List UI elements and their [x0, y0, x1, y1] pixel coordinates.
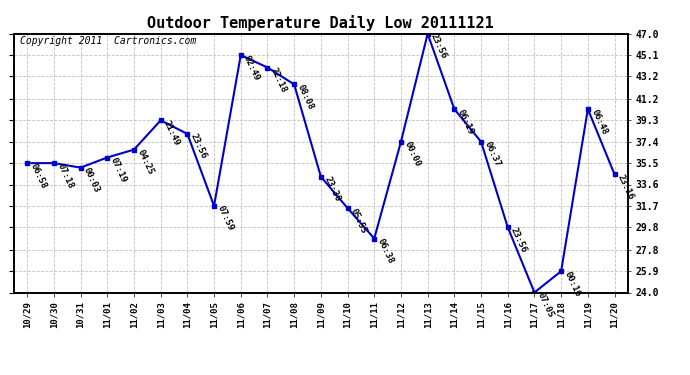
Text: 07:18: 07:18 — [55, 162, 75, 190]
Text: 06:19: 06:19 — [455, 108, 475, 136]
Text: 23:56: 23:56 — [429, 32, 448, 60]
Text: 00:03: 00:03 — [82, 166, 101, 194]
Text: 07:05: 07:05 — [536, 291, 555, 319]
Text: 23:56: 23:56 — [189, 132, 208, 160]
Text: Copyright 2011  Cartronics.com: Copyright 2011 Cartronics.com — [20, 36, 196, 46]
Title: Outdoor Temperature Daily Low 20111121: Outdoor Temperature Daily Low 20111121 — [148, 15, 494, 31]
Text: 06:58: 06:58 — [28, 162, 48, 190]
Text: 00:16: 00:16 — [562, 270, 582, 298]
Text: 06:38: 06:38 — [375, 237, 395, 265]
Text: 23:16: 23:16 — [616, 173, 635, 201]
Text: 04:25: 04:25 — [135, 148, 155, 176]
Text: 06:48: 06:48 — [589, 108, 609, 136]
Text: 00:00: 00:00 — [402, 140, 422, 168]
Text: 07:19: 07:19 — [108, 156, 128, 184]
Text: 02:49: 02:49 — [242, 54, 262, 82]
Text: 22:18: 22:18 — [269, 66, 288, 94]
Text: 21:49: 21:49 — [162, 119, 181, 147]
Text: 06:37: 06:37 — [482, 140, 502, 168]
Text: 07:59: 07:59 — [215, 204, 235, 232]
Text: 05:55: 05:55 — [349, 207, 368, 235]
Text: 23:56: 23:56 — [509, 226, 529, 254]
Text: 08:08: 08:08 — [295, 83, 315, 111]
Text: 23:30: 23:30 — [322, 175, 342, 203]
